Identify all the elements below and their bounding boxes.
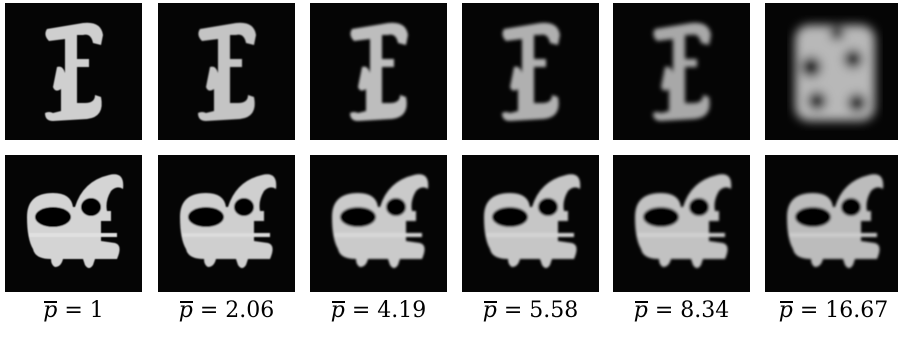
caption-value: 1 [89,298,104,323]
pbar-symbol: p [633,298,648,323]
equals-sign: = [647,298,681,323]
caption-col-3: p = 4.19 [310,298,447,323]
caption-col-6: p = 16.67 [765,298,898,323]
reconstruction-image-r2-c1 [5,155,142,292]
reconstruction-image-r1-c5 [613,3,750,140]
caption-value: 8.34 [680,298,730,323]
equals-sign: = [57,298,90,323]
caption-value: 4.19 [377,298,427,323]
caption-col-5: p = 8.34 [613,298,750,323]
equals-sign: = [496,298,530,323]
equals-sign: = [792,298,826,323]
equals-sign: = [192,298,226,323]
caption-col-1: p = 1 [5,298,142,323]
reconstruction-image-r2-c2 [158,155,295,292]
reconstruction-image-r1-c6 [765,3,898,140]
pbar-symbol: p [482,298,497,323]
caption-value: 2.06 [225,298,275,323]
pbar-symbol: p [43,298,58,323]
caption-col-2: p = 2.06 [158,298,295,323]
reconstruction-image-r2-c6 [765,155,898,292]
caption-value: 16.67 [825,298,889,323]
pbar-symbol: p [778,298,793,323]
reconstruction-image-r1-c1 [5,3,142,140]
caption-value: 5.58 [529,298,579,323]
reconstruction-image-r1-c4 [462,3,599,140]
caption-col-4: p = 5.58 [462,298,599,323]
reconstruction-image-r2-c5 [613,155,750,292]
reconstruction-image-r2-c4 [462,155,599,292]
reconstruction-image-r2-c3 [310,155,447,292]
equals-sign: = [344,298,378,323]
pbar-symbol: p [178,298,193,323]
reconstruction-image-r1-c3 [310,3,447,140]
pbar-symbol: p [330,298,345,323]
reconstruction-image-r1-c2 [158,3,295,140]
